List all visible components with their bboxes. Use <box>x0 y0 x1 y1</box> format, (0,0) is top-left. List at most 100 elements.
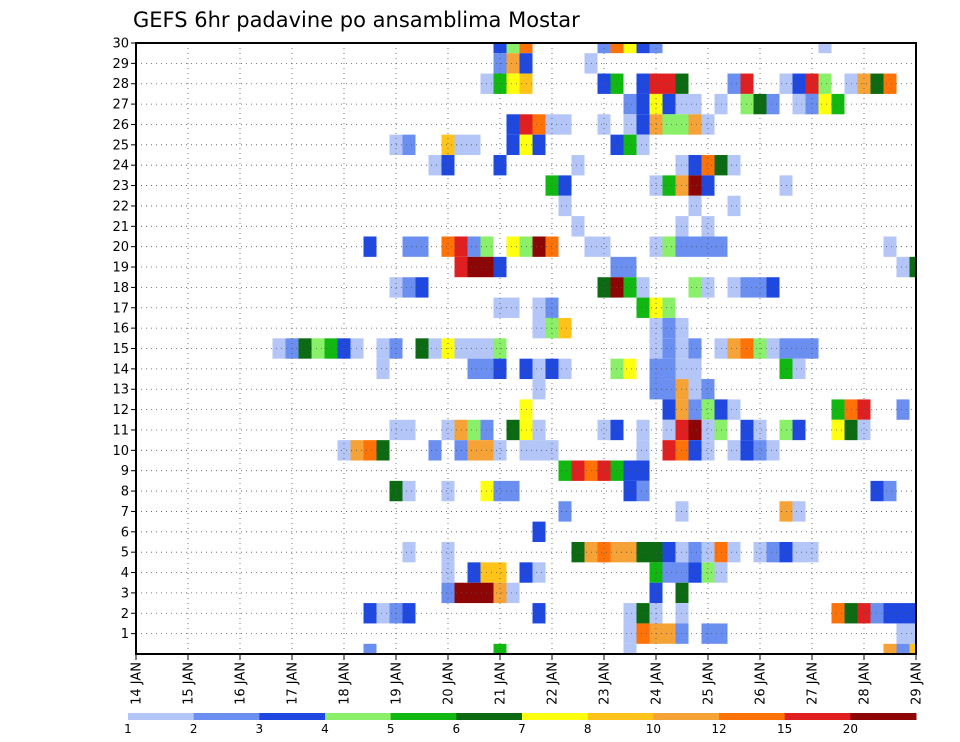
heatmap-cell <box>506 114 520 135</box>
heatmap-cell <box>766 440 780 461</box>
y-tick-label: 18 <box>112 281 129 296</box>
heatmap-cell <box>467 440 481 461</box>
heatmap-cell <box>909 603 916 624</box>
heatmap-cell <box>753 277 767 298</box>
heatmap-cell <box>662 338 676 359</box>
legend-swatch <box>653 713 720 720</box>
heatmap-cell <box>766 338 780 359</box>
heatmap-cell <box>727 277 741 298</box>
heatmap-cell <box>441 582 455 604</box>
heatmap-cell <box>701 236 715 257</box>
heatmap-cell <box>662 73 676 94</box>
heatmap-cell <box>818 73 832 94</box>
heatmap-cell <box>519 43 533 54</box>
y-tick-label: 14 <box>112 362 129 377</box>
heatmap-cell <box>688 114 702 135</box>
heatmap-cell <box>623 480 637 502</box>
heatmap-cell <box>363 603 377 624</box>
heatmap-cell <box>662 379 676 400</box>
legend-label: 7 <box>518 722 526 736</box>
y-tick-label: 22 <box>112 199 129 214</box>
legend-label: 6 <box>453 722 461 736</box>
heatmap-cell <box>298 338 312 359</box>
heatmap-cell <box>701 419 715 441</box>
legend-label: 12 <box>711 722 726 736</box>
heatmap-cell <box>766 93 780 115</box>
heatmap-cell <box>376 603 390 624</box>
heatmap-cell <box>467 419 481 441</box>
heatmap-cell <box>792 358 806 380</box>
y-tick-label: 7 <box>121 505 129 520</box>
x-tick-label: 21 JAN <box>494 662 509 705</box>
heatmap-cell <box>532 317 546 339</box>
heatmap-cell <box>727 399 741 420</box>
legend-label: 1 <box>124 722 132 736</box>
heatmap-cell <box>558 501 572 522</box>
x-tick-label: 28 JAN <box>858 662 873 705</box>
heatmap-cell <box>662 399 676 420</box>
heatmap-cell <box>701 440 715 461</box>
heatmap-cell <box>688 440 702 461</box>
heatmap-cell <box>402 236 416 257</box>
heatmap-cell <box>792 93 806 115</box>
heatmap-cell <box>636 93 650 115</box>
x-tick-label: 27 JAN <box>806 662 821 705</box>
heatmap-cell <box>532 440 546 461</box>
heatmap-cell <box>558 358 572 380</box>
heatmap-cell <box>441 236 455 257</box>
heatmap-cell <box>662 114 676 135</box>
heatmap-cell <box>571 216 585 237</box>
heatmap-cell <box>558 195 572 217</box>
heatmap-cell <box>428 155 442 176</box>
legend-label: 8 <box>584 722 592 736</box>
heatmap-cell <box>623 114 637 135</box>
heatmap-cell <box>558 460 572 481</box>
y-tick-label: 21 <box>112 220 129 235</box>
heatmap-cells <box>272 43 916 654</box>
heatmap-cell <box>792 419 806 441</box>
legend-swatch <box>456 713 523 720</box>
heatmap-cell <box>831 399 845 420</box>
heatmap-cell <box>376 338 390 359</box>
heatmap-cell <box>662 317 676 339</box>
heatmap-cell <box>623 256 637 278</box>
heatmap-cell <box>636 277 650 298</box>
legend-swatch <box>193 713 260 720</box>
legend-label: 10 <box>646 722 661 736</box>
heatmap-cell <box>662 562 676 583</box>
y-tick-label: 23 <box>112 179 129 194</box>
heatmap-cell <box>636 623 650 644</box>
heatmap-cell <box>506 419 520 441</box>
heatmap-cell <box>311 338 325 359</box>
heatmap-cell <box>636 114 650 135</box>
legend-swatch <box>522 713 589 720</box>
heatmap-cell <box>909 256 916 278</box>
heatmap-cell <box>896 643 910 654</box>
heatmap-cell <box>701 216 715 237</box>
legend-label: 20 <box>843 722 858 736</box>
heatmap-cell <box>363 236 377 257</box>
heatmap-cell <box>766 277 780 298</box>
heatmap-cell <box>883 73 897 94</box>
x-tick-label: 18 JAN <box>338 662 353 705</box>
y-tick-label: 1 <box>121 627 129 642</box>
heatmap-cell <box>831 603 845 624</box>
heatmap-cell <box>662 440 676 461</box>
heatmap-cell <box>597 236 611 257</box>
heatmap-cell <box>506 53 520 74</box>
heatmap-cell <box>636 480 650 502</box>
heatmap-cell <box>857 399 871 420</box>
heatmap-cell <box>623 623 637 644</box>
heatmap-cell <box>402 541 416 563</box>
heatmap-cell <box>532 236 546 257</box>
x-tick-label: 29 JAN <box>910 662 925 705</box>
heatmap-cell <box>506 134 520 156</box>
heatmap-cell <box>506 480 520 502</box>
y-tick-label: 6 <box>121 525 129 540</box>
heatmap-cell <box>636 440 650 461</box>
heatmap-cell <box>701 114 715 135</box>
heatmap-cell <box>441 155 455 176</box>
x-tick-label: 20 JAN <box>442 662 457 705</box>
heatmap-cell <box>363 643 377 654</box>
heatmap-cell <box>831 93 845 115</box>
